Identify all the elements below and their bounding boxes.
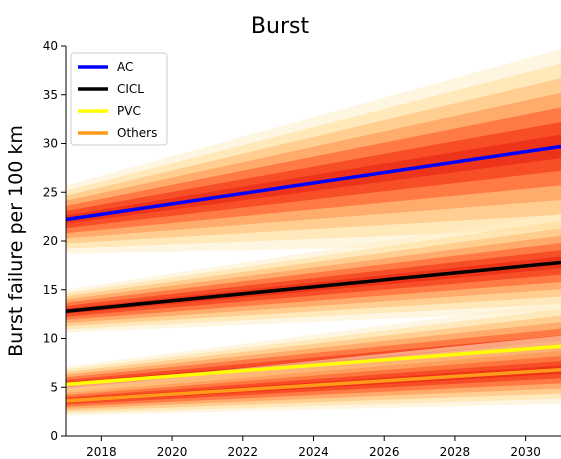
legend-label-cicl: CICL	[117, 82, 144, 96]
y-tick-label: 30	[43, 137, 58, 151]
legend-label-ac: AC	[117, 60, 133, 74]
series-lines	[66, 144, 561, 403]
legend-label-pvc: PVC	[117, 104, 141, 118]
series-line-ac	[66, 144, 561, 222]
legend: AC CICL PVC Others	[70, 52, 168, 146]
y-tick-label: 15	[43, 283, 58, 297]
x-ticks: 2018 2020 2022 2024 2026 2028 2030	[86, 436, 541, 459]
series-line-others	[66, 367, 561, 403]
y-tick-label: 10	[43, 332, 58, 346]
y-tick-label: 0	[50, 429, 58, 443]
y-ticks: 0 5 10 15 20 25 30 35 40	[43, 39, 66, 443]
y-tick-label: 20	[43, 234, 58, 248]
series-line-cicl	[66, 260, 561, 313]
x-tick-label: 2018	[86, 445, 117, 459]
x-tick-label: 2030	[510, 445, 541, 459]
legend-label-others: Others	[117, 126, 157, 140]
y-axis-label: Burst failure per 100 km	[5, 125, 27, 357]
y-tick-label: 40	[43, 39, 58, 53]
y-tick-label: 25	[43, 185, 58, 199]
legend-frame	[70, 52, 168, 146]
x-tick-label: 2024	[298, 445, 329, 459]
plot-area	[66, 48, 561, 416]
x-tick-label: 2028	[440, 445, 471, 459]
chart-title: Burst	[251, 14, 310, 39]
x-tick-label: 2022	[228, 445, 259, 459]
y-tick-label: 35	[43, 88, 58, 102]
x-tick-label: 2026	[369, 445, 400, 459]
series-line-pvc	[66, 344, 561, 387]
x-tick-label: 2020	[157, 445, 188, 459]
band-cicl	[66, 213, 561, 333]
y-tick-label: 5	[50, 380, 58, 394]
